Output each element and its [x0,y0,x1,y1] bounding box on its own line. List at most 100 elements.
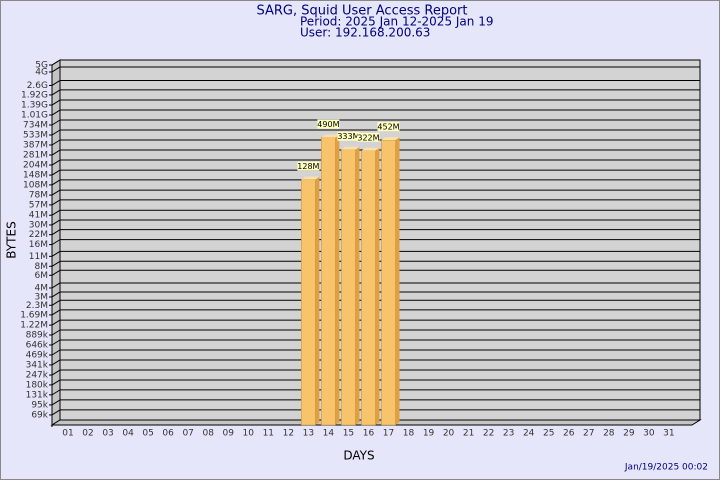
grid-line [51,269,61,276]
x-tick-label: 29 [623,429,635,439]
x-tick-label: 30 [643,429,655,439]
y-tick-label: 2.6G [27,81,48,91]
y-tick-label: 341k [26,360,49,370]
value-label-bg [377,122,400,132]
y-tick-label: 1.92G [21,90,48,100]
grid-line [51,291,61,298]
bar-top [301,176,320,180]
x-tick-label: 27 [583,429,594,439]
y-tick-label: 148M [23,171,48,181]
grid-line [51,169,61,176]
bar [381,139,396,426]
value-label: 128M [297,162,319,171]
bar-side [395,137,400,425]
y-tick-label: 41M [29,211,48,221]
y-tick-label: 4G [35,67,48,77]
y-tick-label: 1.01G [21,111,48,121]
y-tick-label: 78M [29,191,48,201]
grid-line [51,80,61,86]
x-tick-label: 15 [343,429,354,439]
grid-line [51,260,61,267]
y-tick-label: 69k [31,410,48,420]
grid-line [51,199,61,206]
grid-line [51,369,61,376]
grid-line [51,299,61,306]
x-tick-label: 09 [223,429,235,439]
y-tick-label: 2.3M [26,301,48,311]
value-label: 322M [357,133,379,142]
value-label: 333M [337,132,359,141]
y-tick-label: 204M [23,161,48,171]
bar [341,149,356,426]
x-tick-label: 20 [443,429,455,439]
x-tick-label: 08 [202,429,214,439]
y-tick-label: 16M [29,240,48,250]
x-tick-label: 10 [243,429,255,439]
x-tick-label: 07 [182,429,193,439]
x-tick-label: 26 [563,429,575,439]
bar-side [335,134,340,426]
bar [301,179,316,426]
bar [361,150,376,426]
grid-line [51,119,61,126]
y-tick-label: 533M [23,131,48,141]
y-tick-label: 387M [23,141,48,151]
y-tick-label: 57M [29,200,48,210]
x-tick-label: 01 [62,429,73,439]
grid-line [51,159,61,166]
x-tick-label: 21 [463,429,474,439]
timestamp: Jan/19/2025 00:02 [624,463,708,473]
y-tick-label: 30M [29,220,48,230]
y-axis-title: BYTES [5,221,19,258]
grid-line [51,309,61,316]
grid-line [51,282,61,289]
y-tick-label: 1.39G [21,101,48,111]
grid-line [51,399,61,406]
y-tick-label: 1.69M [20,310,48,320]
grid-line [51,409,61,416]
x-tick-label: 23 [503,429,514,439]
grid-line [51,229,61,236]
grid-line [51,239,61,246]
x-tick-label: 16 [363,429,375,439]
grid-line [51,149,61,156]
grid-line [51,99,61,106]
x-tick-label: 22 [483,429,494,439]
grid-line [51,179,61,186]
user-label: User: 192.168.200.63 [300,26,430,40]
chart-subtitle: Period: 2025 Jan 12-2025 Jan 19 [300,15,493,29]
y-tick-label: 889k [26,331,49,341]
grid-line [51,379,61,386]
grid-line [51,329,61,336]
value-label-bg [317,119,340,129]
bar-top [341,146,360,150]
y-tick-label: 1.22M [20,321,48,331]
grid-line [51,89,61,96]
value-label: 490M [317,120,339,129]
grid-line [51,129,61,136]
bar-side [355,146,360,426]
x-tick-label: 12 [283,429,294,439]
grid-line [51,359,61,366]
x-tick-label: 02 [82,429,93,439]
bar-side [375,147,380,425]
x-tick-label: 28 [603,429,615,439]
y-tick-label: 646k [26,340,49,350]
y-tick-label: 180k [26,380,49,390]
grid-line [51,66,61,73]
bar [321,137,336,426]
x-tick-label: 06 [162,429,174,439]
x-tick-label: 18 [403,429,415,439]
grid-line [51,209,61,216]
y-tick-label: 22M [29,230,48,240]
y-tick-label: 4M [35,283,49,293]
grid-line [51,250,61,257]
x-tick-label: 13 [303,429,314,439]
y-tick-label: 8M [35,262,49,272]
y-tick-label: 95k [31,400,48,410]
y-tick-label: 469k [26,351,49,361]
y-tick-label: 281M [23,151,48,161]
grid-line [51,219,61,226]
value-label: 452M [377,123,399,132]
